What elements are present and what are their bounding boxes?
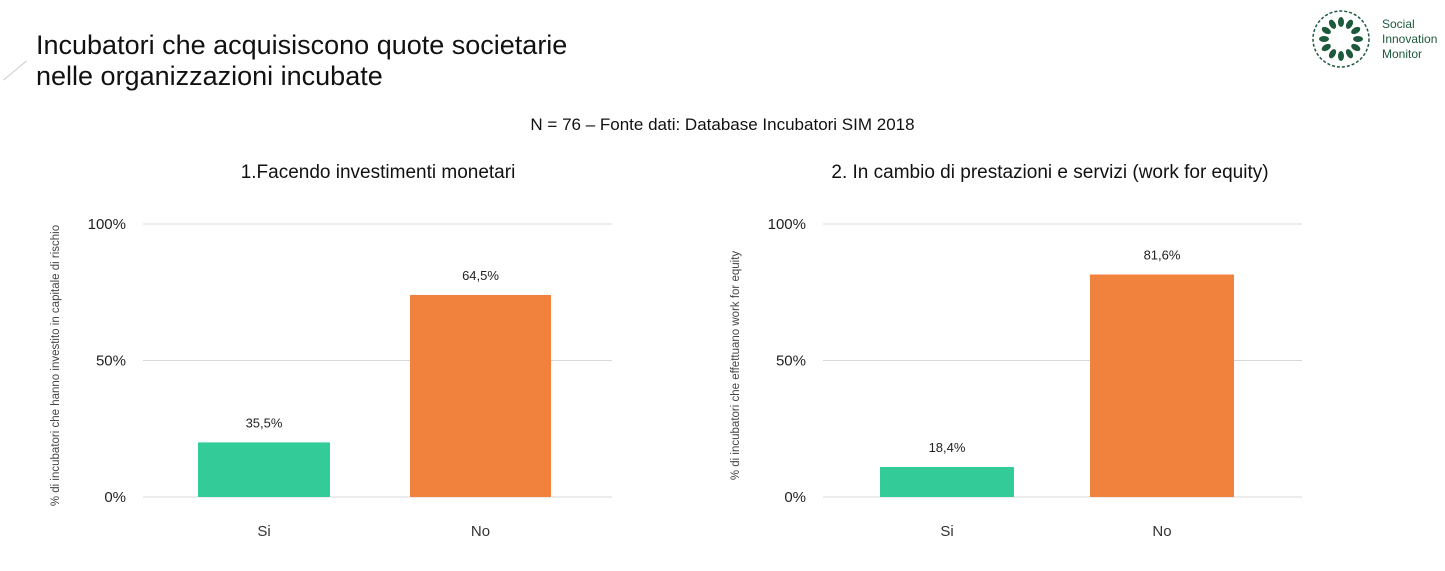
y-axis-label: % di incubatori che hanno investito in c… <box>50 225 62 506</box>
logo-leaf <box>1328 19 1337 29</box>
y-tick-label: 50% <box>776 353 806 370</box>
data-label: 18,4% <box>929 440 966 455</box>
logo-leaf <box>1319 36 1329 42</box>
x-tick-label: Si <box>257 523 270 540</box>
logo-text-3: Monitor <box>1382 46 1423 61</box>
title-line-1: Incubatori che acquisiscono quote societ… <box>36 30 568 60</box>
bar-si <box>198 442 330 497</box>
x-tick-label: No <box>471 523 490 540</box>
title-line-2: nelle organizzazioni incubate <box>36 61 383 91</box>
logo-leaf <box>1321 26 1331 35</box>
logo-leaf <box>1351 43 1361 52</box>
y-tick-label: 0% <box>784 489 806 506</box>
chart-1-title: 1.Facendo investimenti monetari <box>240 162 516 183</box>
data-label: 35,5% <box>246 415 283 430</box>
logo-wreath-icon <box>1312 10 1370 68</box>
logo-text-2: Innovation <box>1382 31 1438 46</box>
chart-2-title: 2. In cambio di prestazioni e servizi (w… <box>831 162 1269 183</box>
logo-leaf <box>1345 49 1354 59</box>
y-tick-label: 50% <box>96 353 126 370</box>
x-tick-label: No <box>1152 523 1171 540</box>
logo-leaf <box>1338 51 1344 61</box>
y-tick-label: 100% <box>768 216 806 233</box>
logo-leaf <box>1328 49 1337 59</box>
data-label: 81,6% <box>1144 248 1181 263</box>
y-tick-label: 100% <box>88 216 126 233</box>
x-tick-label: Si <box>940 523 953 540</box>
bar-no <box>410 294 551 497</box>
logo-leaf <box>1345 19 1354 29</box>
bar-si <box>880 466 1014 497</box>
bar-no <box>1090 274 1234 497</box>
logo-leaf <box>1321 43 1331 52</box>
logo-leaf <box>1353 36 1363 42</box>
logo: Social Innovation Monitor <box>1310 8 1437 70</box>
logo-text-1: Social <box>1382 16 1415 31</box>
y-axis-label: % di incubatori che effettuano work for … <box>730 251 742 481</box>
y-tick-label: 0% <box>104 489 126 506</box>
page-title: Incubatori che acquisiscono quote societ… <box>36 30 567 92</box>
logo-leaf <box>1338 17 1344 27</box>
logo-leaf <box>1351 26 1361 35</box>
data-source-subtitle: N = 76 – Fonte dati: Database Incubatori… <box>530 115 915 134</box>
data-label: 64,5% <box>462 268 499 283</box>
